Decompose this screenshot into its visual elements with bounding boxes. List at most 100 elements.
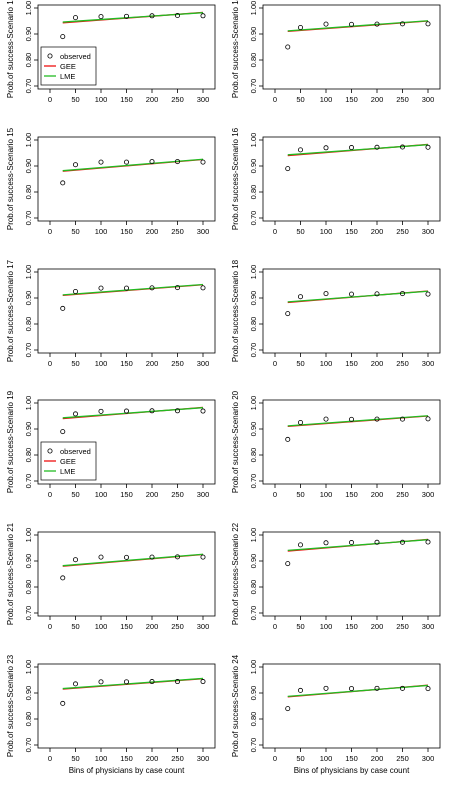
x-tick-label: 300 [197, 227, 210, 236]
x-tick-label: 0 [48, 754, 52, 763]
chart-panel-8: 0 50 100 150 200 250 300 0.70 0.80 0.90 1.00 Prob.o… [231, 390, 441, 499]
observed-point [98, 285, 104, 291]
x-tick-label: 250 [396, 754, 409, 763]
y-tick-label: 0.80 [24, 317, 33, 332]
y-tick-label: 0.90 [24, 159, 33, 174]
observed-point [124, 679, 130, 685]
y-tick-label: 0.80 [24, 185, 33, 200]
y-axis-label: Prob.of success-Scenario 16 [231, 127, 240, 230]
legend-gee-label: GEE [60, 62, 76, 71]
observed-point [200, 554, 206, 560]
x-tick-label: 50 [296, 359, 304, 368]
observed-point [98, 159, 104, 165]
y-axis-label: Prob.of success-Scenario 21 [6, 522, 15, 625]
plot-frame [262, 663, 441, 749]
x-tick-label: 100 [95, 95, 108, 104]
observed-point [285, 706, 291, 712]
x-tick-label: 250 [396, 227, 409, 236]
legend-gee-label: GEE [60, 457, 76, 466]
x-tick-label: 0 [48, 490, 52, 499]
observed-point [285, 311, 291, 317]
x-tick-label: 100 [95, 359, 108, 368]
lme-fit-line [287, 20, 429, 32]
y-tick-label: 0.80 [249, 53, 258, 68]
observed-point [60, 700, 66, 706]
observed-point [323, 145, 329, 151]
chart-panel-2: 0 50 100 150 200 250 300 0.70 0.80 0.90 1.00 Prob.o… [231, 0, 441, 104]
x-tick-label: 150 [345, 754, 358, 763]
observed-point [73, 15, 79, 21]
observed-point [124, 285, 130, 291]
y-axis-label: Prob.of success-Scenario 24 [231, 654, 240, 757]
y-axis-label: Prob.of success-Scenario 19 [6, 390, 15, 493]
x-tick-label: 200 [371, 95, 384, 104]
x-tick-label: 250 [171, 359, 184, 368]
plot-frame [37, 531, 216, 617]
chart-panel-7: 0 50 100 150 200 250 300 0.70 0.80 0.90 1.00 Prob.o… [6, 390, 216, 499]
observed-point [60, 34, 66, 40]
x-tick-label: 100 [320, 622, 333, 631]
legend-lme-label: LME [60, 467, 75, 476]
x-axis-label: Bins of physicians by case count [294, 766, 410, 775]
y-tick-label: 0.80 [24, 53, 33, 68]
y-axis-label: Prob.of success-Scenario 14 [231, 0, 240, 98]
y-tick-label: 0.70 [24, 343, 33, 358]
y-axis-label: Prob.of success-Scenario 17 [6, 259, 15, 362]
observed-point [73, 411, 79, 417]
x-tick-label: 200 [371, 622, 384, 631]
y-tick-label: 0.70 [249, 474, 258, 489]
observed-point [323, 416, 329, 422]
legend-observed-marker [47, 448, 53, 454]
x-tick-label: 50 [71, 754, 79, 763]
observed-point [399, 416, 405, 422]
x-tick-label: 250 [171, 754, 184, 763]
x-tick-label: 150 [120, 622, 133, 631]
y-tick-label: 0.80 [24, 448, 33, 463]
y-axis-label: Prob.of success-Scenario 18 [231, 259, 240, 362]
observed-point [98, 679, 104, 685]
observed-point [348, 145, 354, 151]
observed-point [285, 436, 291, 442]
x-tick-label: 300 [422, 95, 435, 104]
observed-point [60, 575, 66, 581]
x-tick-label: 100 [95, 754, 108, 763]
observed-point [348, 291, 354, 297]
observed-point [149, 408, 155, 414]
x-tick-label: 150 [120, 95, 133, 104]
y-tick-label: 0.70 [249, 211, 258, 226]
y-tick-label: 1.00 [24, 660, 33, 675]
observed-point [98, 554, 104, 560]
lme-fit-line [287, 290, 429, 303]
y-axis-label: Prob.of success-Scenario 13 [6, 0, 15, 98]
x-tick-label: 200 [146, 490, 159, 499]
y-axis-label: Prob.of success-Scenario 22 [231, 522, 240, 625]
plot-frame [37, 663, 216, 749]
y-tick-label: 0.90 [24, 554, 33, 569]
y-tick-label: 0.70 [249, 79, 258, 94]
x-tick-label: 300 [422, 227, 435, 236]
lme-fit-line [287, 684, 429, 698]
y-axis-label: Prob.of success-Scenario 15 [6, 127, 15, 230]
observed-point [323, 291, 329, 297]
y-tick-label: 0.90 [249, 422, 258, 437]
x-tick-label: 200 [146, 227, 159, 236]
x-tick-label: 250 [396, 359, 409, 368]
y-tick-label: 0.70 [24, 474, 33, 489]
observed-point [297, 147, 303, 153]
lme-fit-line [62, 407, 204, 419]
plot-frame [37, 136, 216, 222]
observed-point [399, 291, 405, 297]
observed-point [425, 144, 431, 150]
y-tick-label: 0.80 [249, 448, 258, 463]
y-axis-label: Prob.of success-Scenario 20 [231, 390, 240, 493]
observed-point [73, 162, 79, 168]
y-tick-label: 0.80 [249, 185, 258, 200]
observed-point [98, 408, 104, 414]
x-tick-label: 300 [197, 754, 210, 763]
observed-point [73, 557, 79, 563]
chart-panel-3: 0 50 100 150 200 250 300 0.70 0.80 0.90 1.00 Prob.o… [6, 127, 216, 236]
x-tick-label: 200 [146, 95, 159, 104]
x-tick-label: 150 [345, 622, 358, 631]
observed-point [174, 159, 180, 165]
observed-point [124, 554, 130, 560]
